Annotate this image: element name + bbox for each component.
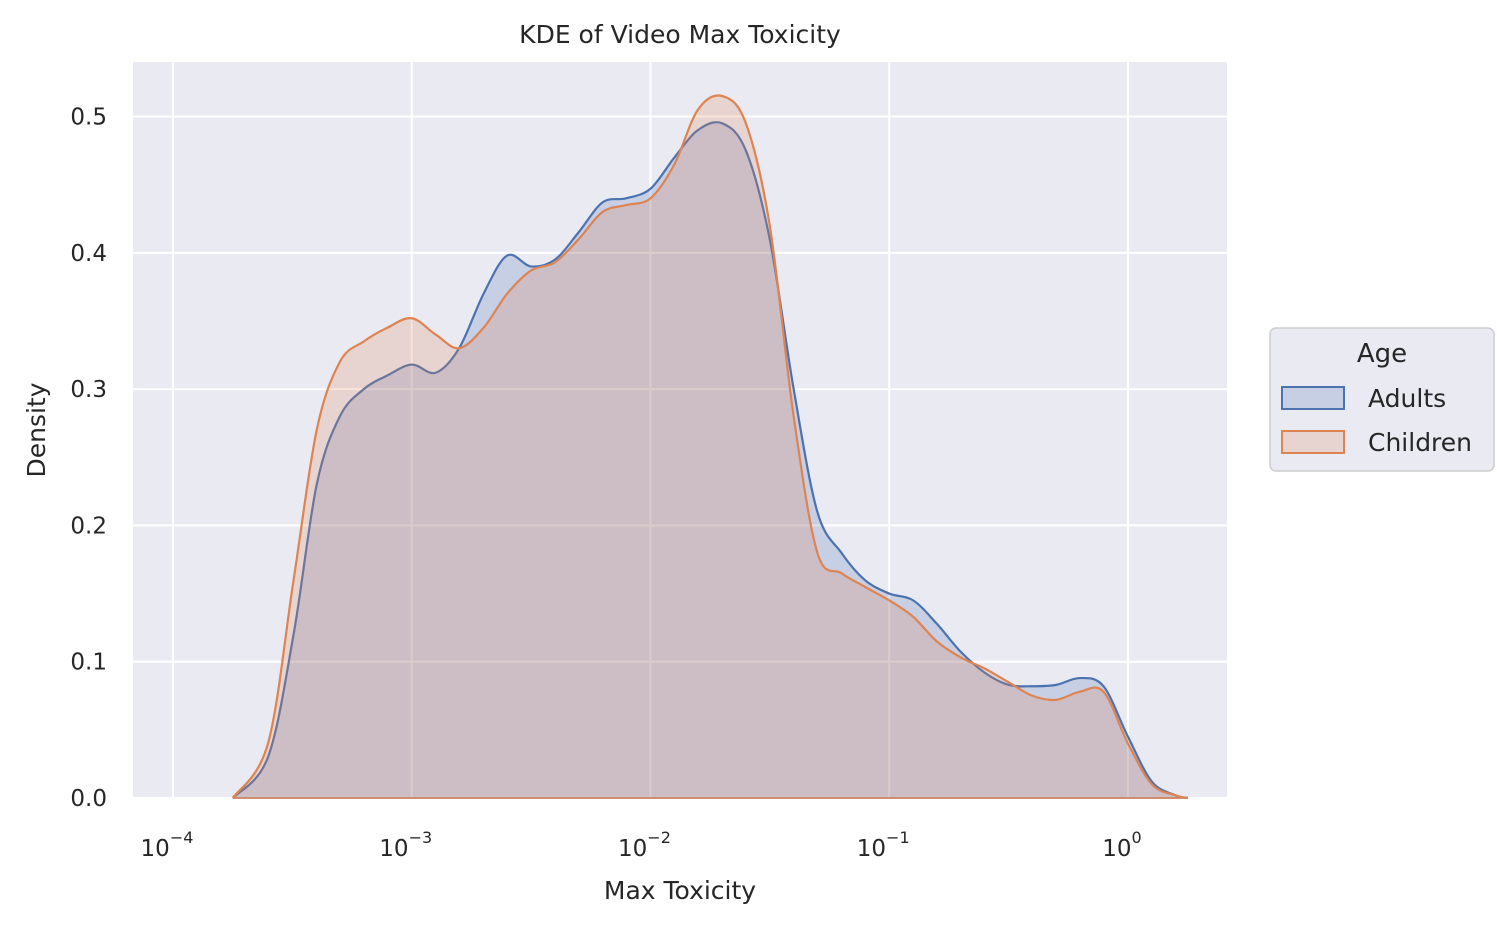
- legend-swatch-children: [1281, 430, 1345, 454]
- legend-frame: [1269, 327, 1495, 472]
- grid-lines: [133, 62, 1227, 799]
- legend-label-children: Children: [1368, 428, 1472, 457]
- plot-area: [133, 62, 1227, 798]
- x-tick-label: 10−4: [141, 828, 194, 862]
- x-tick-label: 10−3: [379, 828, 432, 862]
- density-line-children: [231, 94, 1188, 800]
- legend-title: Age: [1357, 339, 1407, 369]
- density-fill-children: [232, 95, 1188, 799]
- y-tick-labels: 0.0 0.1 0.2 0.3 0.4 0.5: [70, 105, 107, 812]
- x-tick-label: 10−1: [857, 828, 910, 862]
- x-tick-label: 10−2: [618, 828, 671, 862]
- legend-label-adults: Adults: [1368, 384, 1446, 413]
- x-axis-label: Max Toxicity: [604, 876, 756, 905]
- y-tick-label: 0.2: [70, 513, 107, 539]
- y-tick-label: 0.3: [70, 377, 107, 403]
- x-tick-label: 100: [1102, 828, 1141, 862]
- legend: Age Adults Children: [1269, 327, 1495, 472]
- y-tick-label: 0.5: [70, 105, 107, 131]
- y-tick-label: 0.1: [70, 650, 107, 676]
- y-tick-label: 0.0: [70, 786, 107, 812]
- y-axis-label: Density: [22, 382, 51, 477]
- legend-swatch-adults: [1281, 386, 1345, 410]
- chart-title: KDE of Video Max Toxicity: [519, 20, 841, 49]
- density-areas: [231, 94, 1188, 800]
- x-tick-labels: 10−4 10−3 10−2 10−1 100: [141, 828, 1142, 862]
- density-line-adults: [231, 121, 1188, 800]
- y-tick-label: 0.4: [70, 241, 107, 267]
- density-fill-adults: [232, 122, 1188, 798]
